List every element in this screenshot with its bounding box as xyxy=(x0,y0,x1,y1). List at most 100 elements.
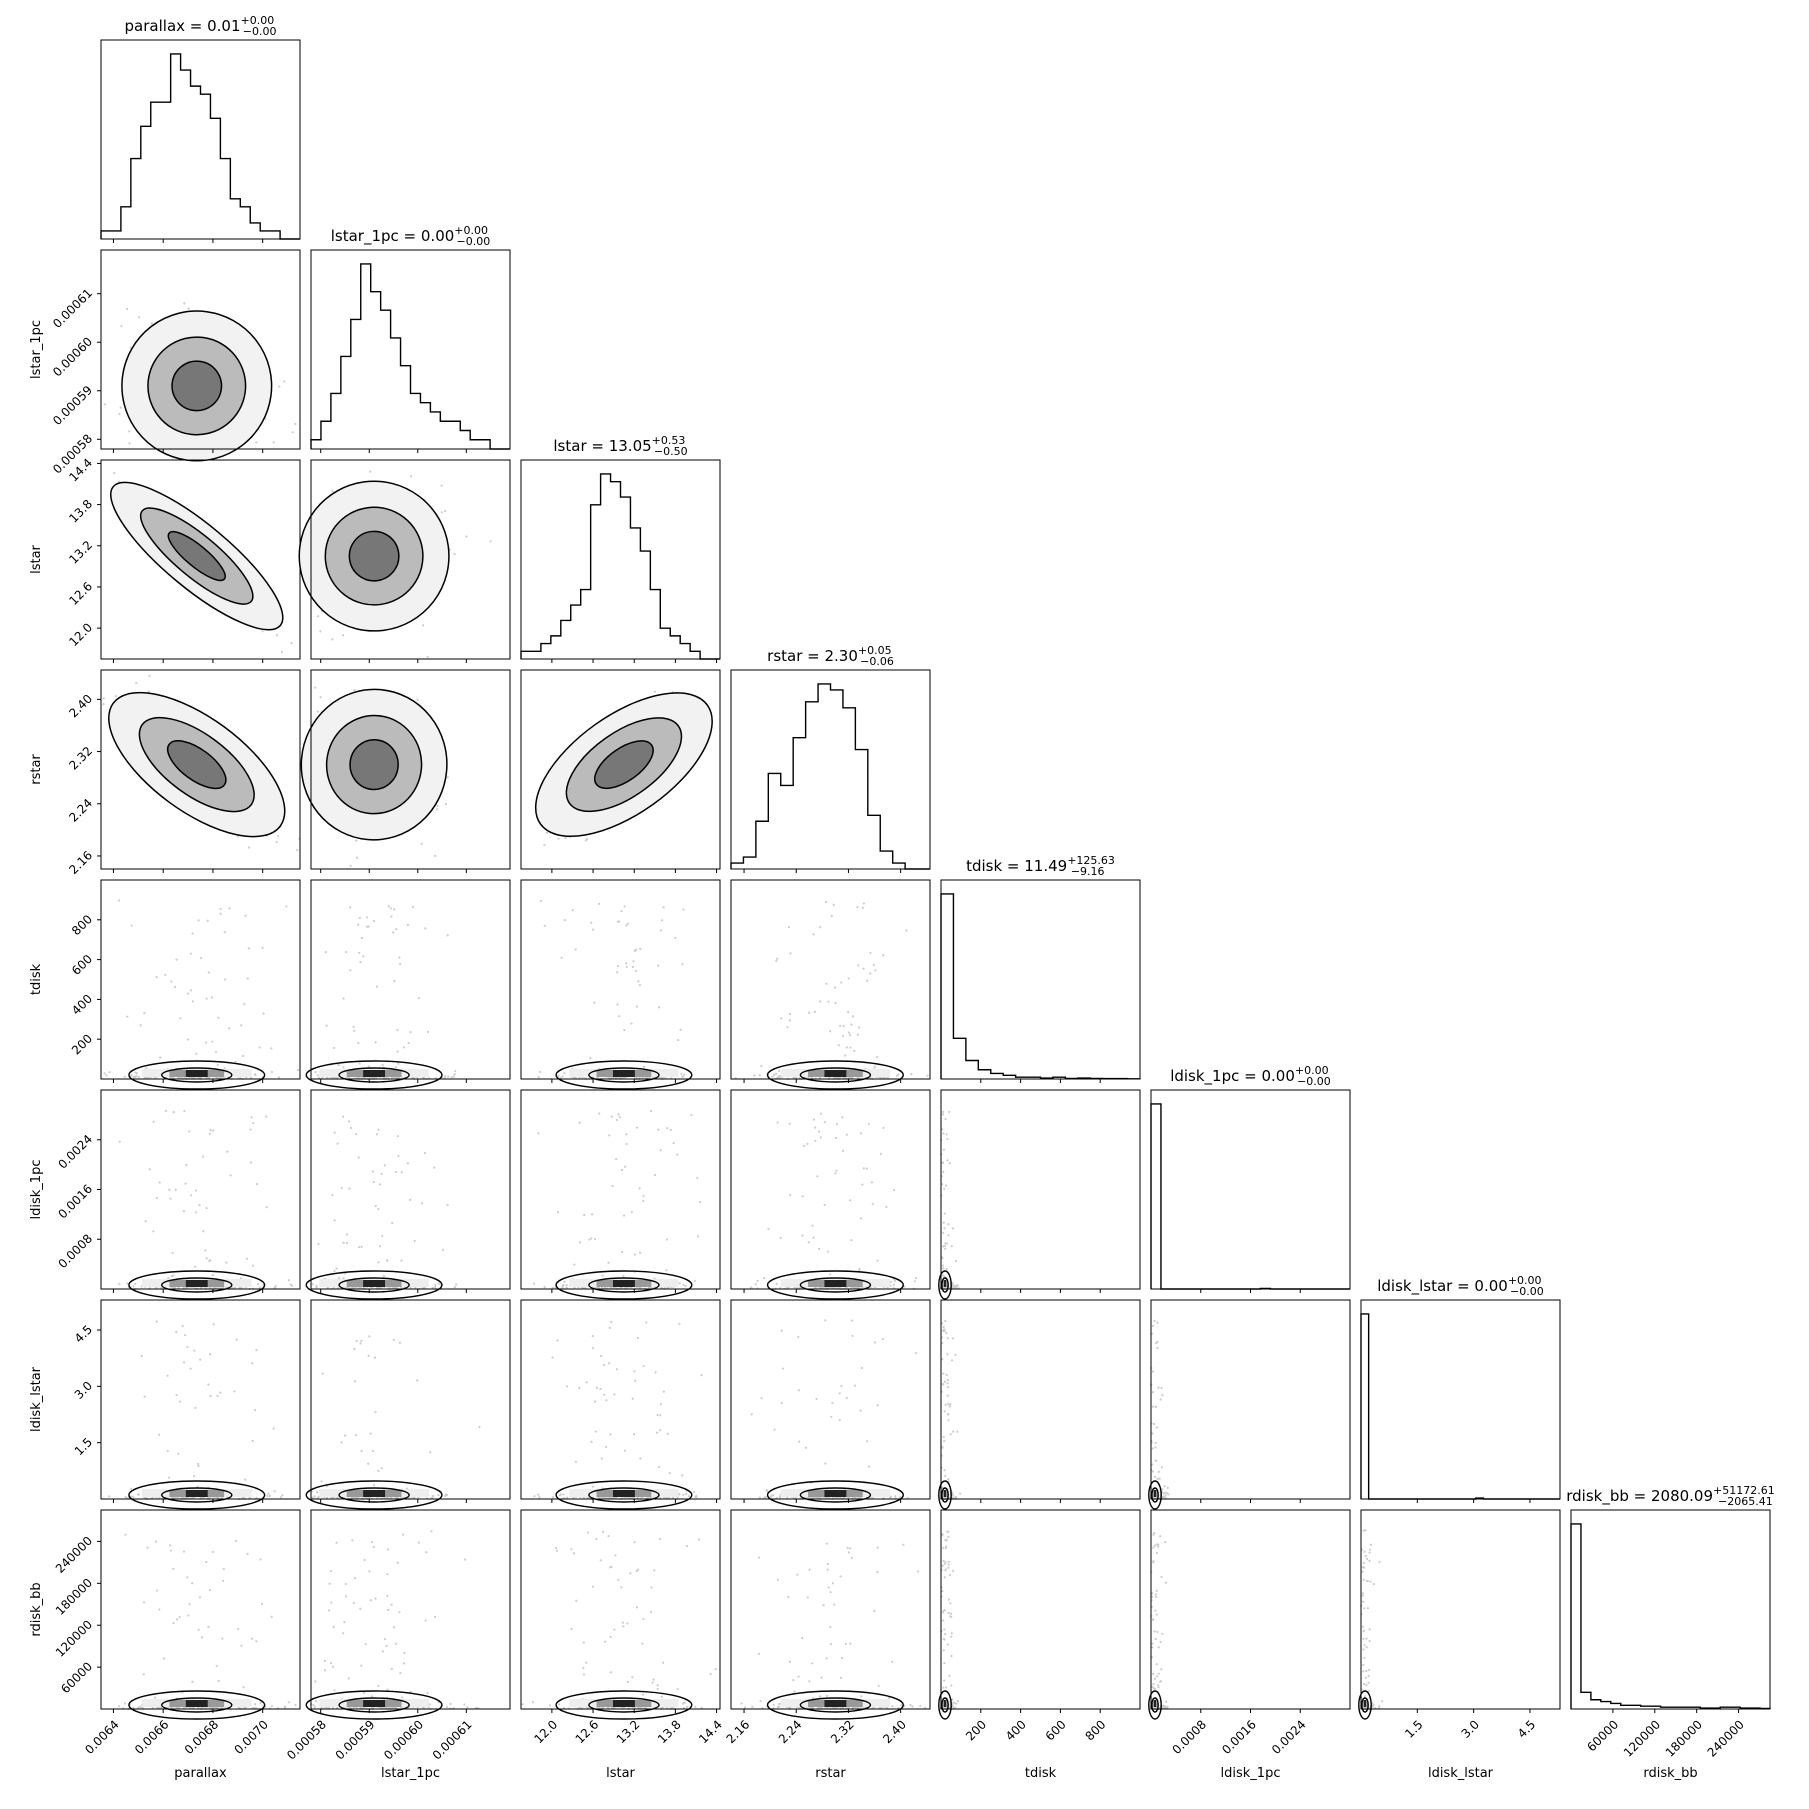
scatter-point xyxy=(850,1239,853,1242)
scatter-point xyxy=(754,1283,757,1286)
scatter-point xyxy=(590,1440,593,1443)
scatter-point xyxy=(862,1167,865,1170)
scatter-point xyxy=(803,1144,806,1147)
scatter-point xyxy=(657,1128,660,1131)
scatter-point xyxy=(365,925,369,928)
scatter-point xyxy=(147,690,150,693)
scatter-point xyxy=(827,1000,830,1003)
scatter-point xyxy=(943,1212,946,1215)
density-cell xyxy=(824,1070,847,1077)
scatter-point xyxy=(208,1259,211,1263)
histogram-lstar_1pc xyxy=(310,263,510,450)
scatter-point xyxy=(898,1496,902,1499)
scatter-point xyxy=(1151,1470,1155,1473)
scatter-point xyxy=(807,1241,810,1244)
scatter-point xyxy=(649,1109,653,1112)
scatter-point xyxy=(208,1589,212,1592)
scatter-point xyxy=(953,1286,956,1289)
scatter-point xyxy=(659,1149,662,1152)
scatter-point xyxy=(395,928,398,931)
scatter-point xyxy=(626,922,630,925)
scatter-point xyxy=(1157,1386,1160,1389)
scatter-point xyxy=(367,1462,370,1465)
panel-ldisk_lstar-ldisk_lstar: ldisk_lstar = 0.00+0.00 −0.00 xyxy=(1360,1274,1561,1503)
scatter-point xyxy=(411,905,415,909)
scatter-point xyxy=(597,902,601,905)
scatter-point xyxy=(849,1199,852,1202)
title-lower-error: −0.00 xyxy=(457,235,491,248)
histogram-tdisk xyxy=(940,893,1141,1080)
panel-frame xyxy=(520,879,721,1080)
scatter-point xyxy=(134,1075,137,1078)
scatter-point xyxy=(771,1075,774,1078)
density-cell xyxy=(824,1490,847,1497)
scatter-point xyxy=(124,1495,127,1499)
panel-lstar-lstar_1pc xyxy=(298,459,511,663)
density-cell xyxy=(363,1490,386,1497)
title-upper-error: +0.00 xyxy=(241,14,275,27)
scatter-point xyxy=(574,1460,578,1464)
scatter-point xyxy=(616,920,620,923)
scatter-point xyxy=(610,1320,613,1324)
scatter-point xyxy=(158,1433,161,1436)
panel-frame xyxy=(310,459,511,660)
scatter-point xyxy=(296,849,299,852)
scatter-point xyxy=(1151,1370,1155,1373)
scatter-point xyxy=(1155,1341,1158,1345)
scatter-point xyxy=(662,906,665,909)
scatter-point xyxy=(372,1449,375,1453)
scatter-point xyxy=(866,979,869,982)
contour xyxy=(349,739,399,791)
scatter-point xyxy=(315,1491,319,1494)
scatter-point xyxy=(672,1142,675,1145)
scatter-point xyxy=(331,490,334,493)
scatter-point xyxy=(375,985,379,988)
scatter-point xyxy=(159,1056,162,1059)
scatter-point xyxy=(666,1432,669,1435)
scatter-point xyxy=(630,1022,633,1025)
scatter-point xyxy=(440,484,443,487)
scatter-point xyxy=(819,1000,822,1003)
scatter-point xyxy=(946,1382,949,1385)
scatter-point xyxy=(453,1286,457,1289)
histogram-rstar xyxy=(730,683,930,870)
scatter-point xyxy=(134,1282,137,1286)
contour xyxy=(348,530,400,582)
scatter-point xyxy=(445,1493,449,1497)
panel-frame xyxy=(310,879,511,1080)
scatter-point xyxy=(243,1003,246,1006)
scatter-point xyxy=(247,947,250,950)
scatter-point xyxy=(130,1495,133,1498)
panel-frame xyxy=(310,669,511,870)
scatter-point xyxy=(155,975,158,979)
scatter-point xyxy=(695,1494,698,1498)
scatter-point xyxy=(696,1176,699,1180)
scatter-point xyxy=(352,1025,355,1028)
scatter-point xyxy=(279,1496,283,1499)
scatter-point xyxy=(946,1394,949,1397)
scatter-point xyxy=(234,1539,238,1542)
scatter-point xyxy=(1157,1470,1160,1473)
scatter-point xyxy=(132,1285,135,1288)
panel-rstar-rstar: rstar = 2.30+0.05 −0.06 xyxy=(730,644,931,873)
scatter-point xyxy=(355,1133,358,1136)
scatter-point xyxy=(946,1159,949,1162)
scatter-point xyxy=(406,1162,410,1165)
scatter-point xyxy=(392,931,395,934)
scatter-point xyxy=(840,1385,843,1388)
scatter-point xyxy=(780,1329,783,1332)
scatter-point xyxy=(873,1341,876,1344)
scatter-point xyxy=(913,1280,916,1283)
scatter-point xyxy=(189,952,192,955)
scatter-point xyxy=(823,1121,826,1124)
title-value: ldisk_1pc = 0.00 xyxy=(1170,1067,1295,1086)
scatter-point xyxy=(437,1493,440,1497)
scatter-point xyxy=(132,1706,135,1709)
scatter-point xyxy=(320,1480,323,1483)
scatter-point xyxy=(588,1238,591,1241)
scatter-point xyxy=(847,977,850,980)
scatter-point xyxy=(321,1372,324,1375)
scatter-point xyxy=(943,1227,946,1230)
scatter-point xyxy=(590,921,593,924)
scatter-point xyxy=(557,1074,560,1077)
